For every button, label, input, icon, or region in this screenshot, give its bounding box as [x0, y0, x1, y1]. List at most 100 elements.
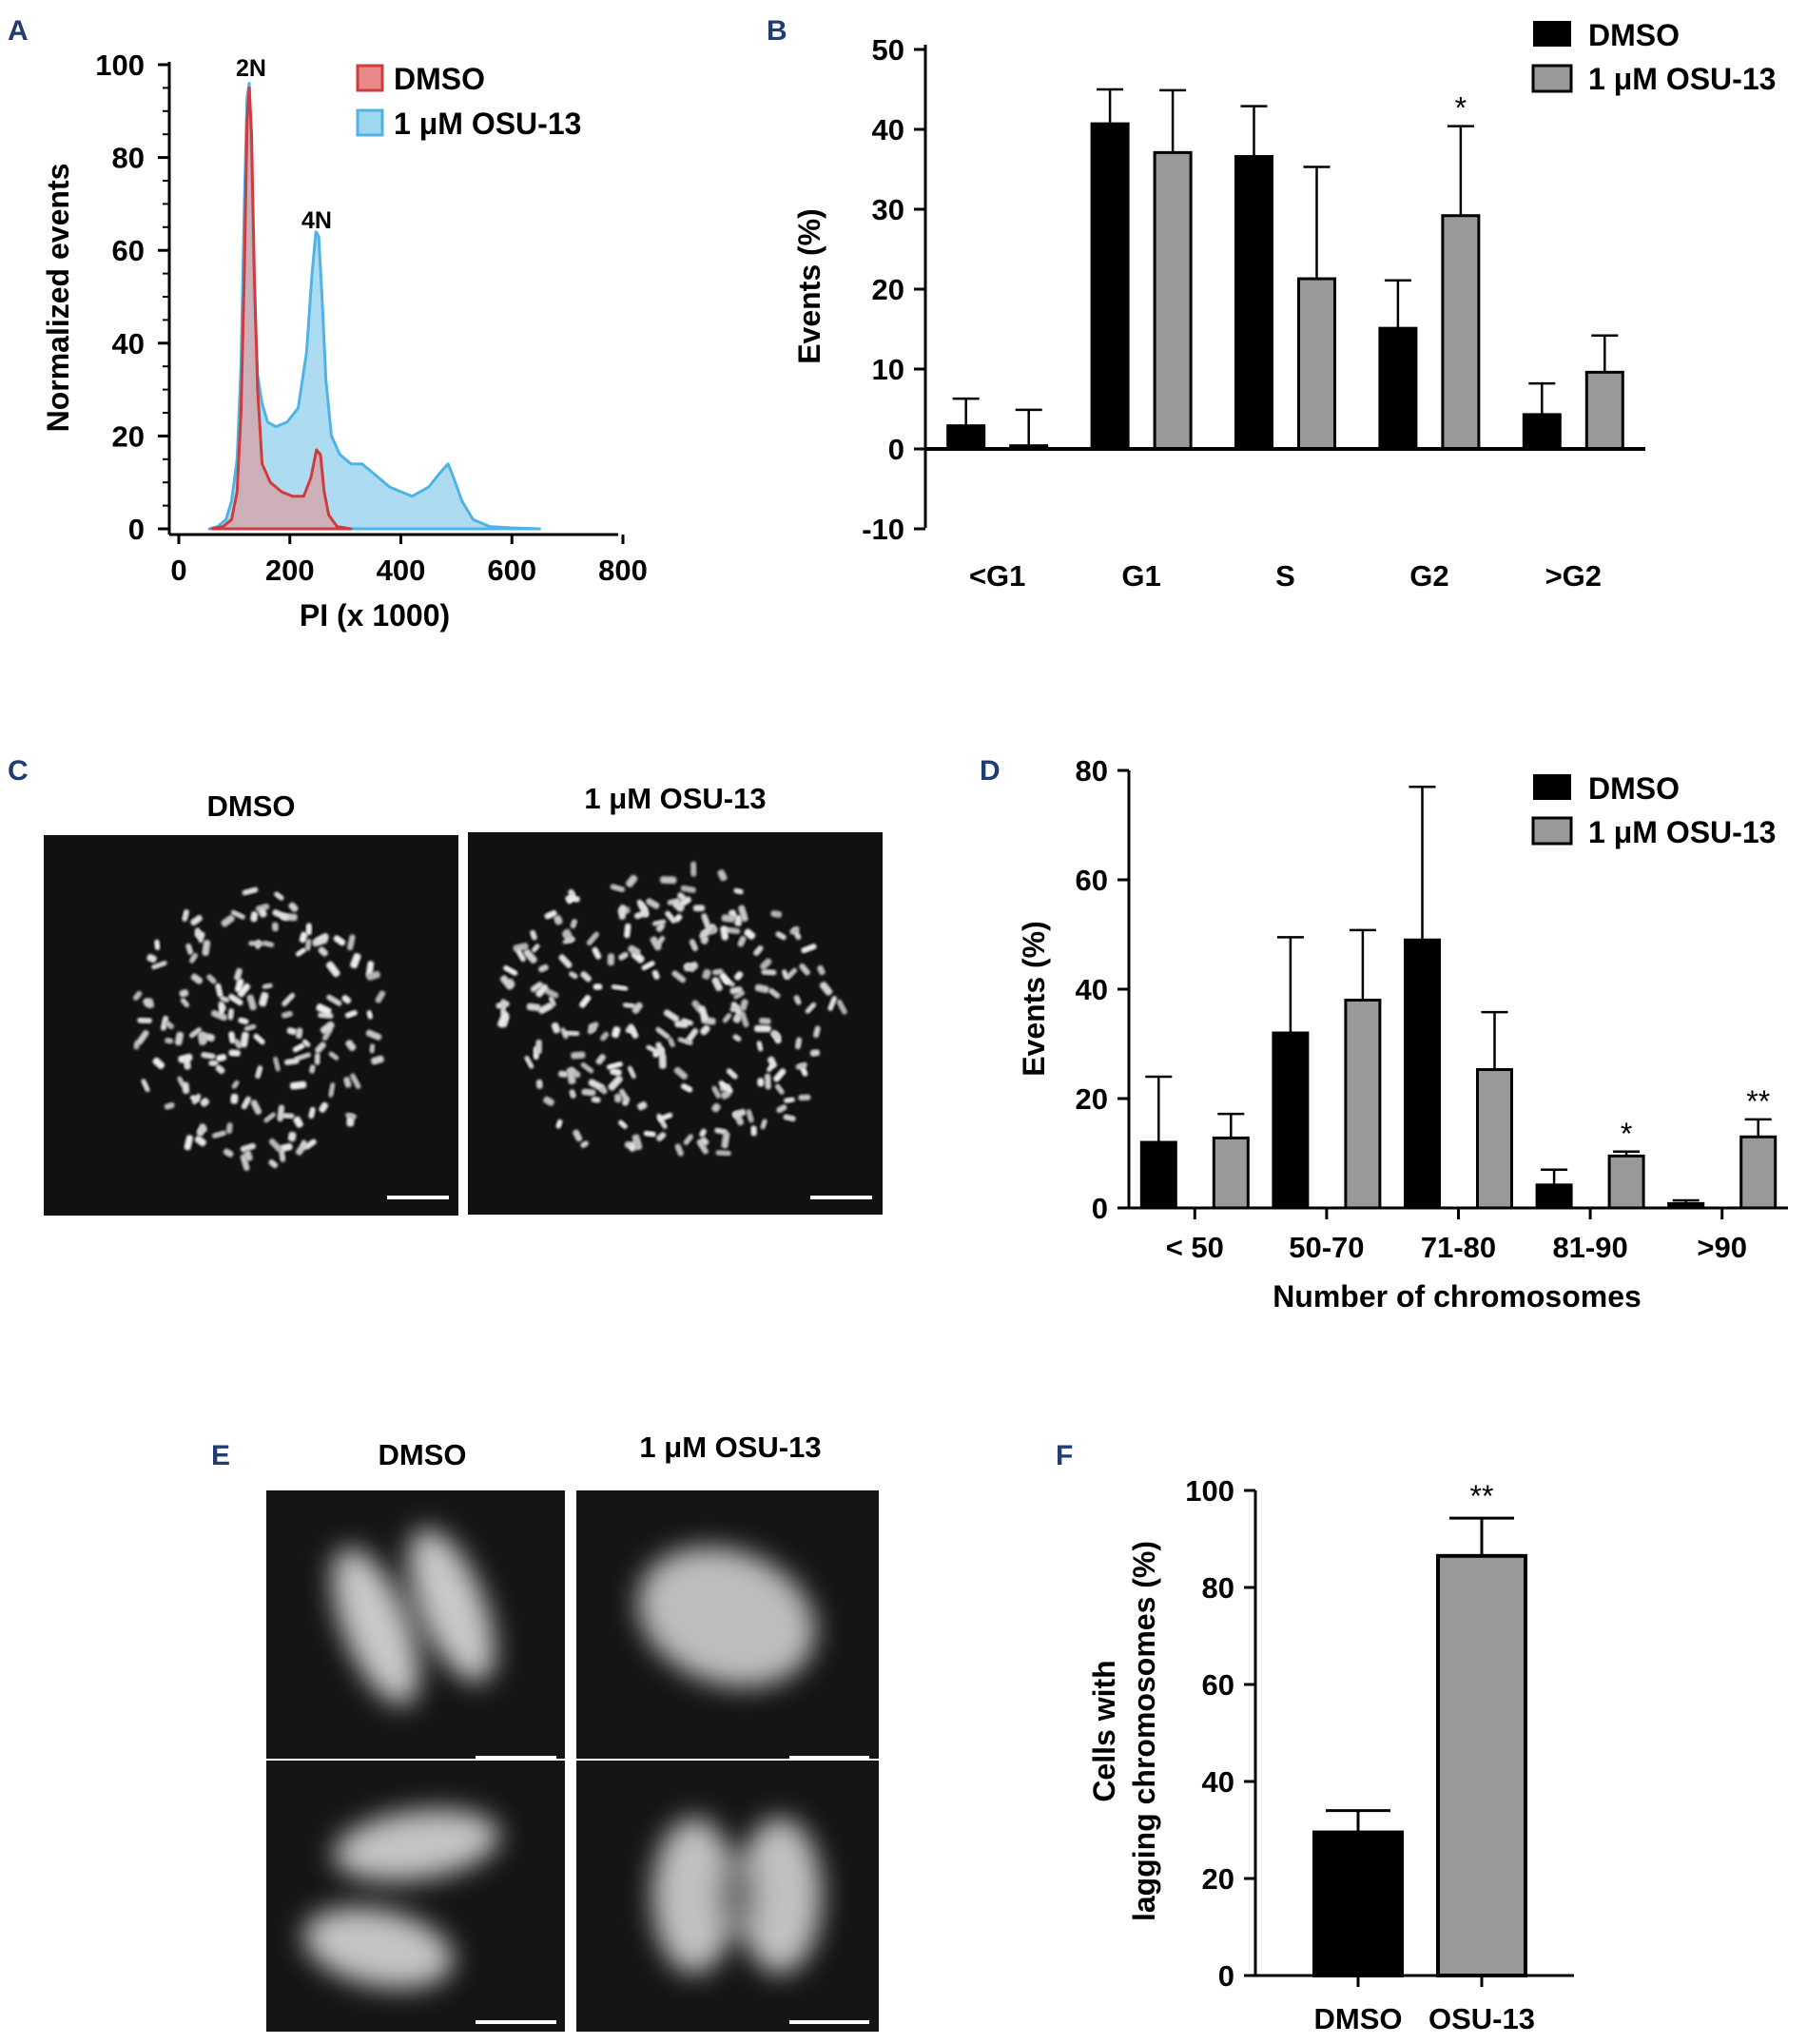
chromosome	[746, 1109, 754, 1123]
chromosome	[651, 919, 667, 926]
chromosome	[671, 970, 687, 983]
chromosome	[775, 931, 787, 941]
chromosome	[659, 876, 677, 885]
chromosome	[305, 938, 312, 951]
chromosome	[328, 1051, 340, 1061]
chromosome	[720, 925, 729, 941]
chromosome	[711, 968, 724, 976]
bars: **	[1312, 1479, 1527, 1978]
chromosome	[215, 1064, 225, 1075]
chromosome	[228, 1031, 236, 1044]
chromosome	[282, 992, 296, 1006]
chromosome	[218, 1003, 224, 1015]
chromosome	[625, 1027, 635, 1034]
chromosome	[344, 1009, 358, 1019]
chromosome	[681, 1018, 693, 1026]
chromosome	[178, 1053, 193, 1063]
chromosome	[571, 1051, 586, 1060]
y-tick-label: 10	[872, 353, 904, 386]
x-tick-label: 71-80	[1421, 1231, 1496, 1264]
chromosome	[689, 939, 698, 952]
chromosome	[680, 1083, 693, 1093]
chromosome	[618, 1119, 628, 1129]
chromosome	[182, 1081, 190, 1095]
chromosome	[314, 1052, 321, 1065]
chromosome	[210, 1009, 228, 1022]
chromosome	[579, 995, 592, 1008]
chromosome	[497, 1011, 510, 1028]
chromosome	[328, 1082, 336, 1098]
y-tick-label: 0	[1218, 1959, 1234, 1993]
chromosome	[753, 1024, 771, 1033]
chromosome	[680, 885, 696, 893]
chromosome	[761, 969, 777, 976]
chromosome	[262, 983, 273, 989]
legend-label-osu: 1 μM OSU-13	[1588, 815, 1776, 849]
chromosome	[750, 1125, 757, 1137]
chromosome	[548, 996, 556, 1007]
chromosome	[243, 1150, 253, 1161]
chromosome	[319, 1101, 329, 1113]
chromosome	[627, 1065, 636, 1080]
chromosome	[756, 1041, 764, 1052]
legend-swatch-osu	[1531, 816, 1573, 846]
chromosome	[698, 1005, 709, 1022]
y-tick-label: 40	[1202, 1765, 1234, 1799]
chromosome	[657, 1112, 673, 1122]
chromosome	[524, 1055, 534, 1069]
chromosome	[721, 1131, 730, 1149]
bar-dmso-4	[1522, 413, 1562, 451]
chromosome	[618, 951, 629, 961]
chromosome	[237, 983, 251, 998]
legend-swatch-osu	[1531, 64, 1573, 93]
chromosome	[191, 1093, 202, 1105]
micrograph-dmso-top	[266, 1490, 565, 1759]
y-axis-title: Normalized events	[41, 164, 75, 433]
axis-ticks: <G1 G1 S G2 >G2 -10 0 10 20 30 40 50	[862, 33, 1602, 593]
chromosome	[250, 1100, 262, 1115]
histogram-chart: 0 200 400 600 800 0 20 40 60 80 100 2N 4N PI (x 10…	[41, 49, 648, 633]
chromosome	[315, 1041, 326, 1054]
bar-osu-4	[1584, 370, 1624, 451]
histogram-area-dmso	[210, 86, 353, 531]
chromosome	[320, 1021, 335, 1035]
chromosome	[776, 1104, 787, 1114]
chromosome	[773, 1068, 787, 1082]
chromosome	[573, 1129, 583, 1142]
chromosome	[268, 1138, 282, 1153]
chromosome	[608, 1075, 623, 1091]
legend: DMSO 1 μM OSU-13	[356, 62, 581, 141]
chromosome	[775, 1083, 785, 1095]
chromosome	[227, 1008, 235, 1021]
peak-label-4n: 4N	[301, 207, 332, 234]
chromosome	[625, 874, 638, 887]
chromosome	[744, 928, 756, 940]
image-title-dmso: DMSO	[207, 789, 296, 823]
chromosome	[554, 915, 563, 925]
bar-dmso-2	[1234, 155, 1273, 451]
chromosome	[279, 1149, 286, 1162]
lagging-chromosomes-bar-chart: ** DMSO OSU-13 0 20 40 60 80 100 Cells with lag…	[1087, 1474, 1574, 2035]
chromosome	[318, 946, 328, 957]
chromosome	[718, 1080, 733, 1094]
x-tick-label: DMSO	[1314, 2002, 1403, 2035]
chromosome	[722, 1013, 732, 1023]
chromosome	[715, 1150, 731, 1157]
chromosome	[152, 1057, 165, 1070]
chromosome	[677, 1037, 693, 1045]
chromosome	[268, 1158, 279, 1169]
chromosome	[563, 1030, 580, 1037]
chromosome	[809, 1049, 821, 1057]
chromosome	[242, 886, 259, 896]
chromosome	[767, 1056, 777, 1069]
chromosome	[194, 927, 204, 944]
chromosome	[241, 1096, 251, 1110]
bar-osu-3	[1607, 1154, 1645, 1210]
y-tick-label: 20	[872, 273, 904, 306]
chromosome	[499, 975, 515, 990]
chromosome	[760, 958, 772, 970]
chromosome	[721, 914, 735, 923]
chromosome	[543, 1096, 554, 1106]
image-title-osu: 1 μM OSU-13	[639, 1431, 821, 1464]
chromosome	[611, 984, 629, 991]
